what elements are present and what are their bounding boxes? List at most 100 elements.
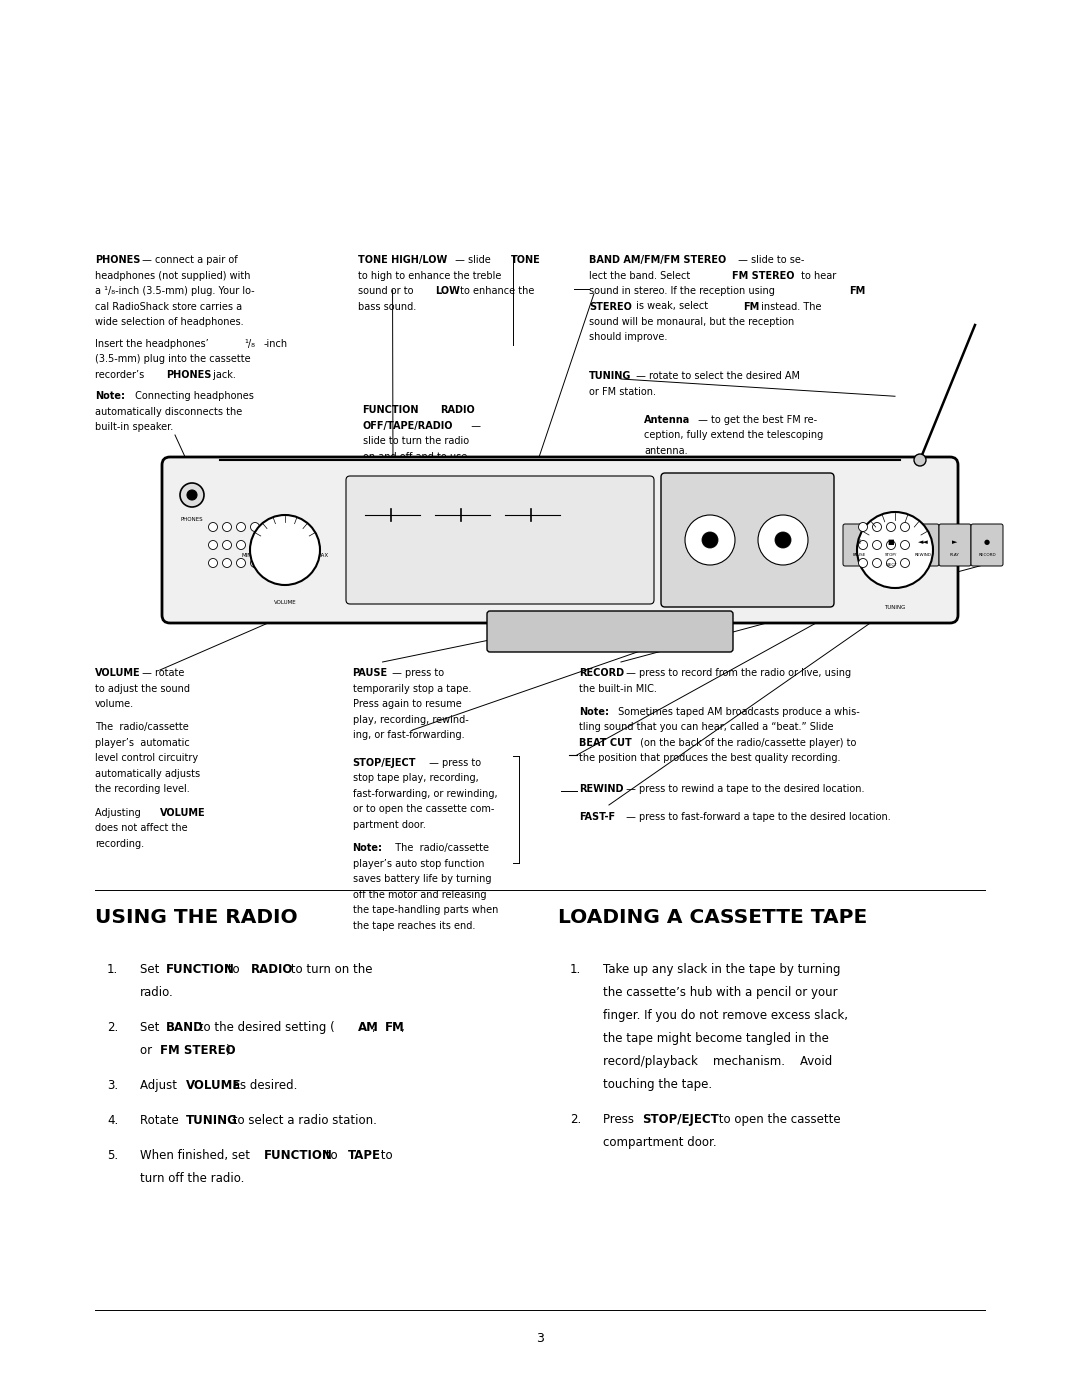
Text: STOP/EJECT: STOP/EJECT (352, 759, 416, 768)
Text: STOP/: STOP/ (885, 553, 897, 557)
FancyBboxPatch shape (487, 610, 733, 652)
Text: When finished, set: When finished, set (140, 1148, 254, 1162)
Circle shape (222, 541, 231, 549)
Text: Adjust: Adjust (140, 1078, 180, 1092)
Text: antenna.: antenna. (644, 446, 688, 455)
Text: TONE: TONE (511, 256, 541, 265)
Circle shape (187, 490, 197, 500)
Text: — press to: — press to (389, 668, 444, 678)
Text: recorder’s: recorder’s (95, 370, 147, 380)
Text: RADIO: RADIO (251, 963, 293, 977)
Text: the built-in MIC.: the built-in MIC. (579, 683, 657, 693)
Text: -inch: -inch (264, 338, 288, 349)
Text: 4.: 4. (107, 1113, 118, 1127)
Text: LOW: LOW (435, 286, 460, 296)
Text: TAPE: TAPE (348, 1148, 381, 1162)
Circle shape (859, 559, 867, 567)
Text: BAND: BAND (166, 1021, 204, 1034)
Text: the tape reaches its end.: the tape reaches its end. (352, 921, 475, 930)
Circle shape (901, 522, 909, 531)
Text: the tape-handling parts when: the tape-handling parts when (352, 905, 498, 915)
Text: REWIND: REWIND (915, 553, 931, 557)
Text: PAUSE: PAUSE (852, 553, 866, 557)
Text: The  radio/cassette: The radio/cassette (389, 844, 489, 854)
Text: the tape might become tangled in the: the tape might become tangled in the (603, 1032, 828, 1045)
Text: Note:: Note: (352, 844, 382, 854)
Text: OFF/TAPE: OFF/TAPE (435, 521, 456, 525)
Circle shape (251, 522, 259, 531)
Text: to: to (377, 1148, 393, 1162)
Text: VOLUME: VOLUME (95, 668, 140, 678)
Text: (on the back of the radio/cassette player) to: (on the back of the radio/cassette playe… (637, 738, 856, 747)
Text: — press to rewind a tape to the desired location.: — press to rewind a tape to the desired … (623, 784, 864, 795)
FancyBboxPatch shape (875, 524, 907, 566)
Text: LOADING A CASSETTE TAPE: LOADING A CASSETTE TAPE (557, 908, 867, 928)
Text: — rotate to select the desired AM: — rotate to select the desired AM (633, 372, 800, 381)
Circle shape (775, 532, 791, 548)
Text: 1.: 1. (570, 963, 581, 977)
Text: AM: AM (505, 521, 512, 525)
Text: BAND AM/FM/FM STEREO: BAND AM/FM/FM STEREO (589, 256, 726, 265)
Text: — rotate: — rotate (139, 668, 185, 678)
Text: RECORD: RECORD (579, 668, 624, 678)
Text: play, recording, rewind-: play, recording, rewind- (352, 714, 469, 725)
Text: — press to fast-forward a tape to the desired location.: — press to fast-forward a tape to the de… (623, 812, 891, 823)
Circle shape (901, 541, 909, 549)
Text: sound in stereo. If the reception using: sound in stereo. If the reception using (589, 286, 778, 296)
FancyBboxPatch shape (843, 524, 875, 566)
Text: — press to record from the radio or live, using: — press to record from the radio or live… (623, 668, 851, 678)
Text: ■: ■ (888, 539, 894, 545)
Text: USING THE RADIO: USING THE RADIO (95, 908, 298, 928)
Circle shape (873, 559, 881, 567)
Text: automatically disconnects the: automatically disconnects the (95, 407, 242, 416)
Text: 3: 3 (536, 1331, 544, 1345)
Text: lect the band. Select: lect the band. Select (589, 271, 693, 281)
Circle shape (859, 541, 867, 549)
Text: MIN: MIN (242, 552, 253, 557)
Text: touching the tape.: touching the tape. (603, 1078, 712, 1091)
Text: — to get the best FM re-: — to get the best FM re- (696, 415, 818, 425)
Text: FUNCTION: FUNCTION (363, 405, 419, 415)
Text: to adjust the sound: to adjust the sound (95, 683, 190, 693)
Text: FM STEREO: FM STEREO (732, 271, 795, 281)
Text: PLAY: PLAY (397, 506, 424, 515)
Text: instead. The: instead. The (758, 302, 822, 312)
Text: or: or (140, 1044, 156, 1058)
FancyBboxPatch shape (346, 476, 654, 604)
Text: TONE HIGH/LOW: TONE HIGH/LOW (357, 256, 447, 265)
Circle shape (208, 522, 217, 531)
Text: or to open the cassette com-: or to open the cassette com- (352, 805, 494, 814)
Text: saves battery life by turning: saves battery life by turning (352, 875, 491, 884)
Text: PAUSE: PAUSE (352, 668, 388, 678)
Text: FM: FM (849, 286, 865, 296)
Text: ,: , (373, 1021, 380, 1034)
Text: FM: FM (386, 1021, 405, 1034)
Text: automatically adjusts: automatically adjusts (95, 768, 200, 778)
Text: the cassette’s hub with a pencil or your: the cassette’s hub with a pencil or your (603, 986, 837, 999)
Text: partment door.: partment door. (352, 820, 426, 830)
Text: 3.: 3. (107, 1078, 118, 1092)
Text: VOLUME: VOLUME (160, 807, 205, 817)
Text: FUNCTION: FUNCTION (449, 499, 476, 504)
Text: jack.: jack. (211, 370, 237, 380)
Text: FM STEREO: FM STEREO (160, 1044, 235, 1058)
Circle shape (887, 559, 895, 567)
Text: Take up any slack in the tape by turning: Take up any slack in the tape by turning (603, 963, 840, 977)
Text: EJECT: EJECT (886, 563, 896, 567)
Circle shape (758, 515, 808, 564)
Text: the recording level.: the recording level. (95, 784, 190, 795)
Text: to enhance the: to enhance the (458, 286, 535, 296)
Circle shape (887, 541, 895, 549)
Text: PLAY: PLAY (950, 553, 960, 557)
Circle shape (180, 483, 204, 507)
Text: does not affect the: does not affect the (95, 823, 188, 833)
Circle shape (873, 522, 881, 531)
Text: finger. If you do not remove excess slack,: finger. If you do not remove excess slac… (603, 1009, 848, 1023)
Text: should improve.: should improve. (589, 332, 667, 342)
Text: or FM station.: or FM station. (589, 387, 656, 397)
Text: — press to: — press to (426, 759, 481, 768)
Text: Note:: Note: (579, 707, 609, 717)
Text: Adjusting: Adjusting (95, 807, 144, 817)
Text: radio.: radio. (140, 986, 174, 999)
Text: 5.: 5. (107, 1148, 118, 1162)
